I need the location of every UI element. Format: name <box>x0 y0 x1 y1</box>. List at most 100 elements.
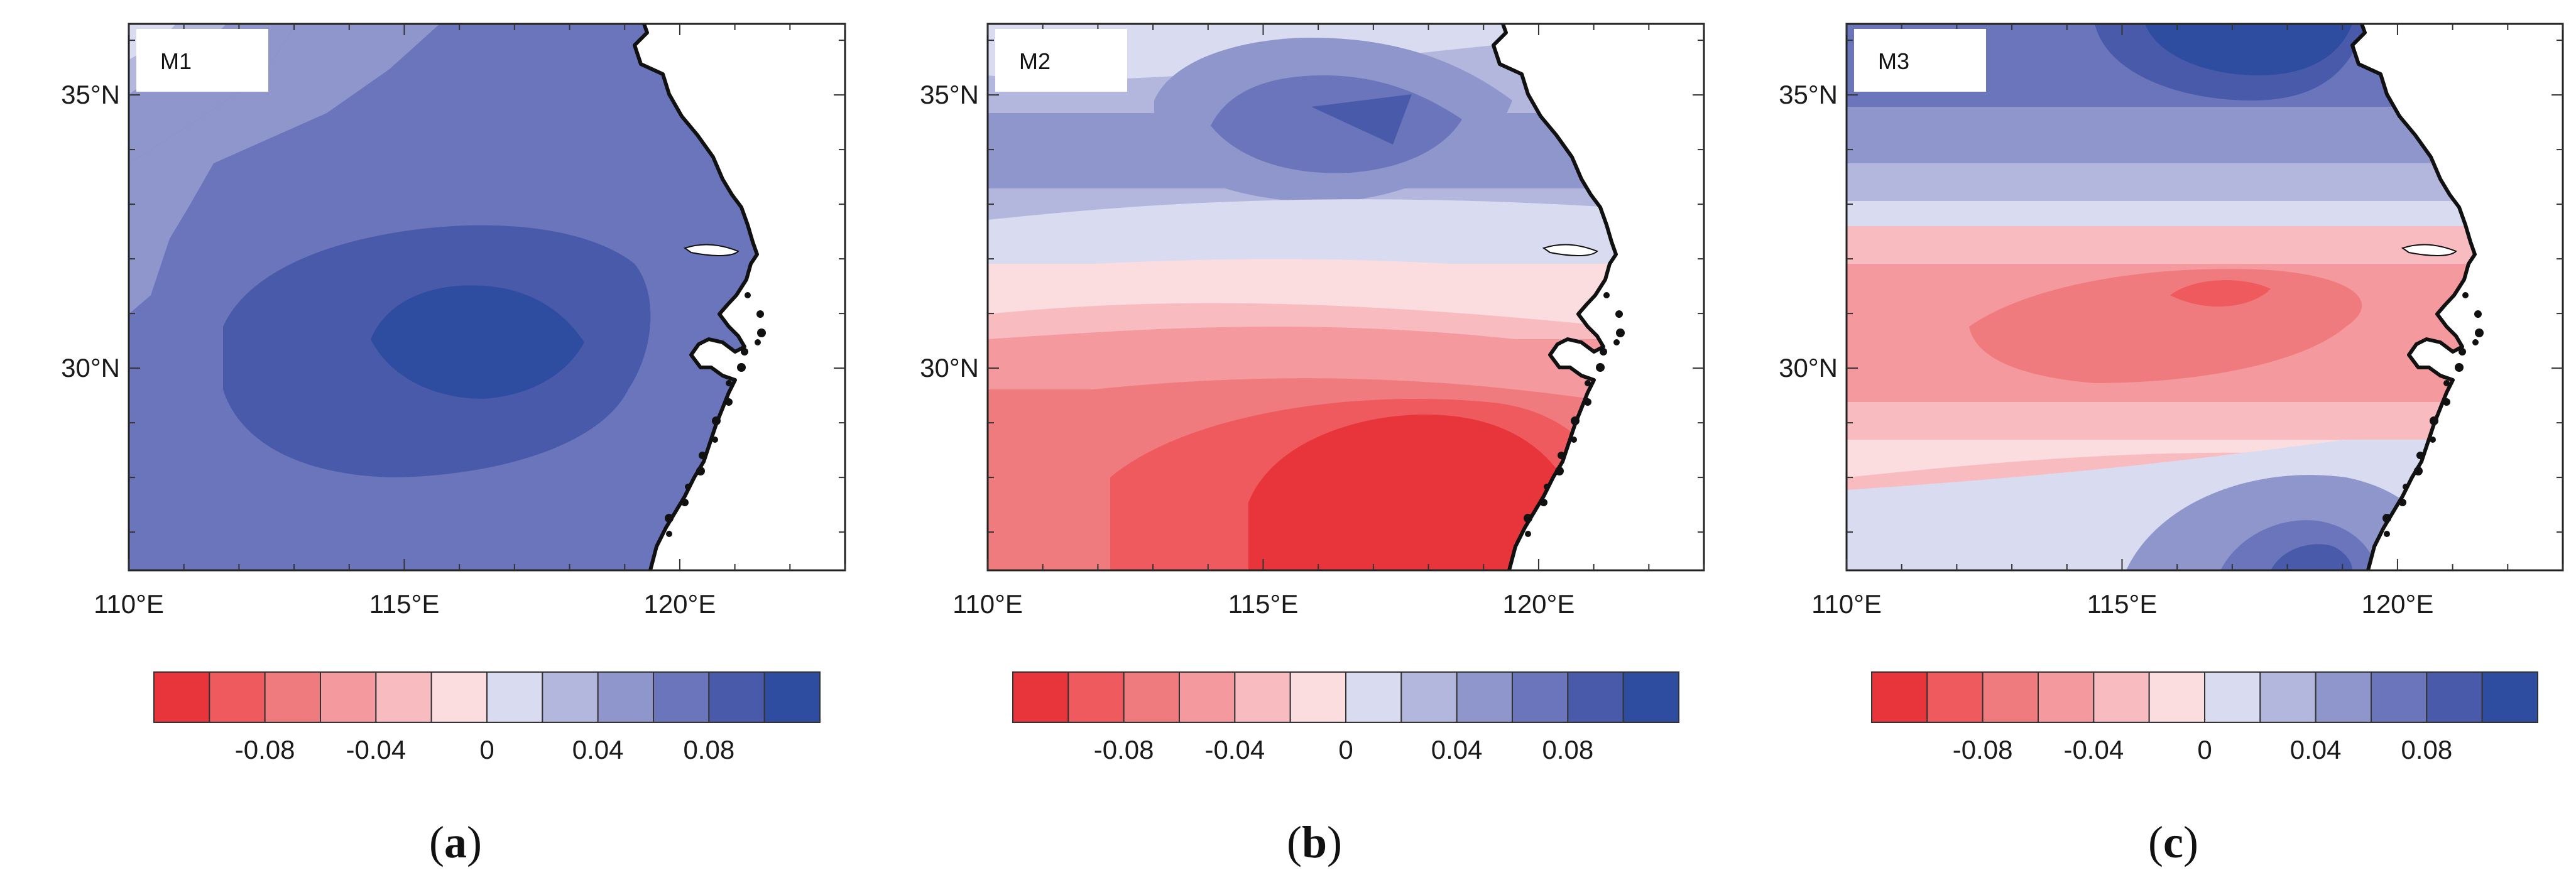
panel-tag-box <box>136 29 268 92</box>
island-dot <box>1584 398 1591 406</box>
lon-label: 110°E <box>94 589 164 619</box>
colorbar-cell <box>2315 671 2372 723</box>
island-dot <box>681 499 689 506</box>
island-dot <box>2474 310 2482 318</box>
colorbar-cell <box>1400 671 1458 723</box>
colorbar-cell <box>763 671 821 723</box>
island-dot <box>1615 310 1623 318</box>
island-dot <box>1544 484 1550 490</box>
colorbar-tick-label: -0.04 <box>346 735 406 764</box>
lat-label: 30°N <box>920 353 979 383</box>
colorbar-cell <box>2148 671 2206 723</box>
coastline <box>1492 24 1618 570</box>
island-dot <box>1571 437 1577 443</box>
colorbar-tick-label: 0 <box>1338 735 1353 764</box>
island-dot <box>696 467 705 475</box>
island-dot <box>755 339 761 345</box>
colorbar-cell <box>2038 671 2095 723</box>
lon-label: 110°E <box>952 589 1023 619</box>
island-dot <box>2472 339 2479 345</box>
island-dot <box>1596 363 1605 372</box>
map-svg: 35°N 30°N 110°E 115°E 120°E M1 -0.08 -0.04 0 0.04… <box>61 23 846 764</box>
colorbar-tick-label: -0.08 <box>1094 735 1154 764</box>
panel-tag-box <box>995 29 1127 92</box>
colorbar-tick-label: 0.04 <box>1431 735 1483 764</box>
lon-label: 115°E <box>1228 589 1299 619</box>
colorbar-tick-label: 0 <box>479 735 494 764</box>
panel-tag-box <box>1854 29 1986 92</box>
colorbar-cell <box>1567 671 1624 723</box>
lon-label: 110°E <box>1811 589 1882 619</box>
island-dot <box>1558 452 1565 459</box>
land-mask <box>635 24 845 570</box>
colorbar-cell <box>430 671 488 723</box>
colorbar-cell <box>209 671 266 723</box>
colorbar-cell <box>264 671 321 723</box>
colorbar-cell <box>653 671 710 723</box>
island-dot <box>2459 348 2466 356</box>
colorbar-cell <box>1234 671 1291 723</box>
island-dot <box>2399 499 2406 506</box>
colorbar-tick-label: 0.08 <box>2401 735 2452 764</box>
colorbar-cell <box>1456 671 1514 723</box>
island-dot <box>1555 467 1564 475</box>
colorbar-cell <box>2426 671 2483 723</box>
colorbar-cell <box>2093 671 2150 723</box>
colorbar-cell <box>1512 671 1569 723</box>
lat-label: 30°N <box>1779 353 1838 383</box>
island-dot <box>1540 499 1547 506</box>
panel-tag: M1 <box>160 48 192 74</box>
land-mask <box>2352 24 2563 570</box>
colorbar-cell <box>597 671 655 723</box>
map-panel-1: 35°N 30°N 110°E 115°E 120°E M1 -0.08 -0.04 0 0.04… <box>0 0 859 885</box>
island-dot <box>2430 416 2438 425</box>
island-dot <box>685 484 691 490</box>
island-dot <box>756 310 764 318</box>
colorbar: -0.08 -0.04 0 0.04 0.08 <box>153 671 821 764</box>
colorbar-cell <box>1982 671 2039 723</box>
colorbar: -0.08 -0.04 0 0.04 0.08 <box>1012 671 1679 764</box>
colorbar-tick-label: 0.08 <box>683 735 734 764</box>
map-svg: 35°N 30°N 110°E 115°E 120°E M2 -0.08 -0.04 0 0.04… <box>920 23 1705 764</box>
island-dot <box>1613 339 1620 345</box>
island-dot <box>2455 363 2464 372</box>
lat-label: 30°N <box>61 353 120 383</box>
colorbar-tick-label: -0.04 <box>2063 735 2124 764</box>
colorbar-cell <box>1123 671 1180 723</box>
island-dot <box>1603 292 1610 298</box>
colorbar-cell <box>1345 671 1402 723</box>
island-dot <box>726 380 732 386</box>
lat-label: 35°N <box>920 80 979 109</box>
island-dot <box>737 363 746 372</box>
island-dot <box>2462 292 2469 298</box>
island-dot <box>712 416 721 425</box>
island-dot <box>745 292 751 298</box>
river <box>1542 244 1598 256</box>
lon-label: 115°E <box>2087 589 2158 619</box>
colorbar-cell <box>2259 671 2317 723</box>
island-dot <box>725 398 733 406</box>
colorbar-tick-label: -0.08 <box>235 735 295 764</box>
lon-label: 120°E <box>1502 589 1575 619</box>
colorbar-cell <box>1622 671 1679 723</box>
island-dot <box>1524 514 1532 523</box>
panel-tag: M2 <box>1019 48 1051 74</box>
map-panel-2: 35°N 30°N 110°E 115°E 120°E M2 -0.08 -0.04 0 0.04… <box>859 0 1718 885</box>
lon-label: 120°E <box>2361 589 2433 619</box>
river <box>2401 244 2457 256</box>
colorbar-cell <box>1067 671 1125 723</box>
colorbar-cell <box>2204 671 2261 723</box>
panel-caption: (c) <box>2148 817 2198 867</box>
map-frame <box>128 23 846 572</box>
panel-caption-letter: a <box>444 817 467 867</box>
panel-caption-letter: c <box>2163 817 2183 867</box>
panel-caption: (a) <box>429 817 482 867</box>
coastline <box>2350 24 2477 570</box>
panel-tag: M3 <box>1878 48 1909 74</box>
lon-label: 115°E <box>369 589 440 619</box>
colorbar-tick-label: 0.04 <box>2290 735 2342 764</box>
island-dot <box>2384 531 2390 537</box>
island-dot <box>2475 328 2484 337</box>
island-dot <box>2382 514 2391 523</box>
island-dot <box>665 514 674 523</box>
